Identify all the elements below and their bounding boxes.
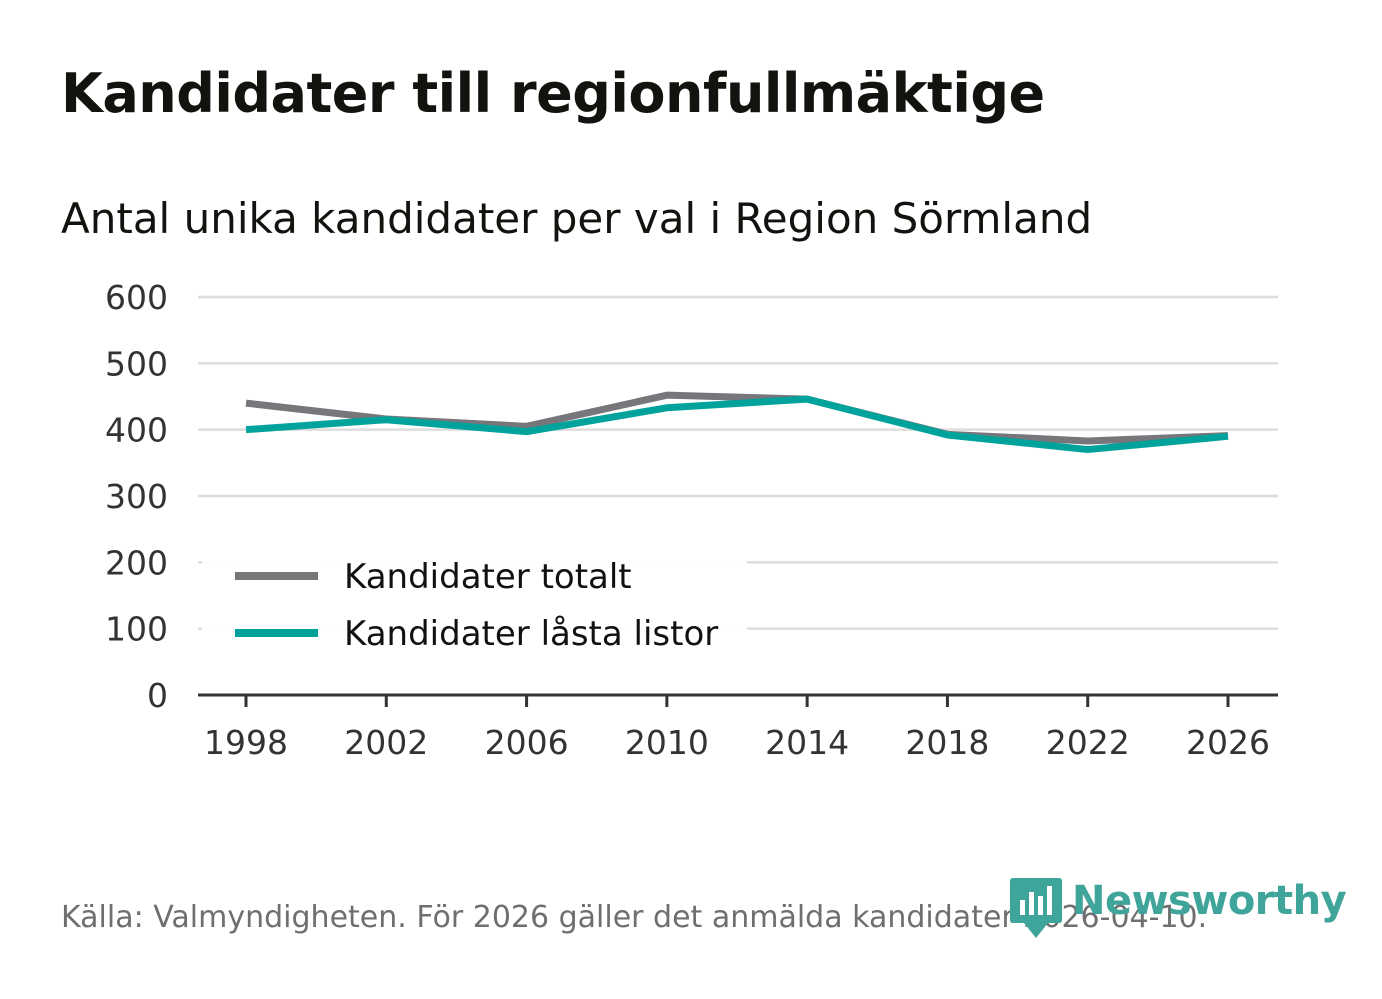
x-tick-label: 2010 bbox=[625, 723, 709, 762]
legend-background bbox=[202, 548, 747, 668]
legend-label-total: Kandidater totalt bbox=[344, 557, 632, 597]
legend-label-locked-lists: Kandidater låsta listor bbox=[344, 614, 718, 654]
legend: Kandidater totalt Kandidater låsta listor bbox=[202, 548, 747, 668]
line-chart: 0 100 200 300 400 500 600 1998 2002 2006 2010 2014… bbox=[105, 278, 1278, 762]
y-tick-label: 600 bbox=[105, 278, 168, 317]
series-lines bbox=[245, 391, 1229, 454]
newsworthy-logo-icon bbox=[1010, 878, 1062, 938]
x-tick-label: 1998 bbox=[204, 723, 288, 762]
y-axis-ticks: 0 100 200 300 400 500 600 bbox=[105, 278, 168, 715]
x-tick-label: 2002 bbox=[344, 723, 428, 762]
series-line-locked-lists bbox=[245, 395, 1229, 454]
y-tick-label: 0 bbox=[147, 676, 168, 715]
x-axis-ticks: 1998 2002 2006 2010 2014 2018 2022 2026 bbox=[198, 693, 1278, 762]
x-tick-label: 2018 bbox=[905, 723, 989, 762]
brand-logo: Newsworthy bbox=[1010, 878, 1347, 940]
brand-name: Newsworthy bbox=[1072, 878, 1347, 924]
y-tick-label: 300 bbox=[105, 477, 168, 516]
x-tick-label: 2014 bbox=[765, 723, 849, 762]
y-tick-label: 400 bbox=[105, 411, 168, 450]
y-tick-label: 500 bbox=[105, 344, 168, 383]
chart-title: Kandidater till regionfullmäktige bbox=[61, 62, 1045, 125]
y-tick-label: 100 bbox=[105, 610, 168, 649]
y-tick-label: 200 bbox=[105, 543, 168, 582]
chart-subtitle: Antal unika kandidater per val i Region … bbox=[61, 194, 1093, 243]
x-tick-label: 2006 bbox=[485, 723, 569, 762]
x-tick-label: 2022 bbox=[1046, 723, 1130, 762]
x-tick-label: 2026 bbox=[1186, 723, 1270, 762]
